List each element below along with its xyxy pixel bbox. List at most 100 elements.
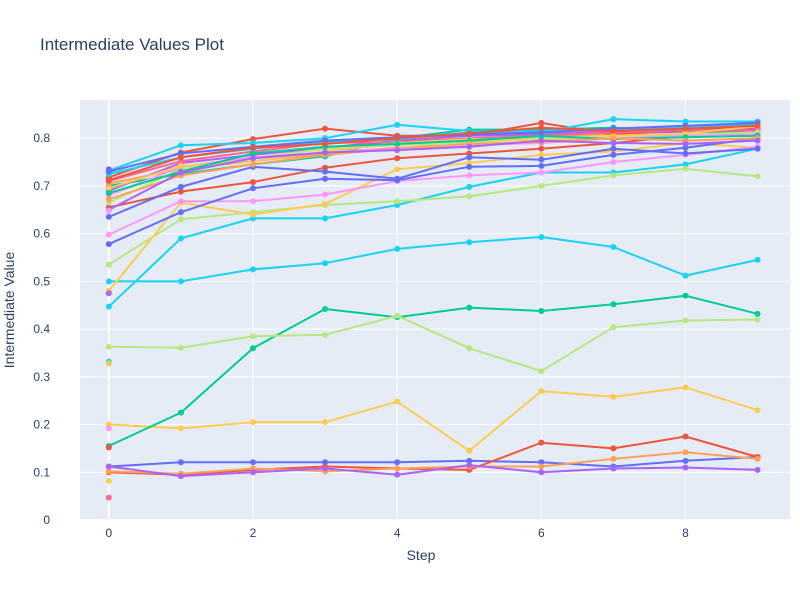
data-point [682,118,689,125]
series-line [108,134,758,195]
single-point [105,494,112,501]
y-tick-label: 0.7 [33,179,50,193]
data-point [754,310,761,317]
data-point [466,154,473,161]
data-point [538,151,545,158]
data-point [105,278,112,285]
data-point [754,137,761,144]
data-point [322,140,329,147]
series-line [108,294,758,447]
data-point [466,447,473,454]
series-line [108,451,758,475]
y-tick-label: 0.5 [33,274,50,288]
data-point [610,139,617,146]
data-point [682,140,689,147]
data-point [394,471,401,478]
series-line [108,147,758,308]
data-point [610,465,617,472]
data-point [105,261,112,268]
data-point [394,465,401,472]
single-point [105,477,112,484]
data-point [538,145,545,152]
data-point [538,124,545,131]
data-point [754,256,761,263]
data-point [538,439,545,446]
data-point [249,155,256,162]
single-point [105,207,112,214]
data-point [682,384,689,391]
data-point [538,156,545,163]
data-point [177,278,184,285]
data-point [249,185,256,192]
data-point [177,198,184,205]
y-tick-label: 0.2 [33,418,50,432]
data-point [322,419,329,426]
series-5 [105,292,761,450]
data-point [682,449,689,456]
data-point [249,144,256,151]
data-point [466,172,473,179]
data-point [394,166,401,173]
data-point [177,183,184,190]
data-point [610,128,617,135]
series-layer [105,116,761,480]
single-point [105,166,112,173]
y-axis-title: Intermediate Value [1,252,17,369]
data-point [105,343,112,350]
data-point [105,196,112,203]
data-point [177,235,184,242]
data-point [682,292,689,299]
data-point [394,135,401,142]
data-point [466,304,473,311]
data-point [466,130,473,137]
data-point [322,465,329,472]
data-point [394,198,401,205]
single-point [105,360,112,367]
data-point [538,182,545,189]
data-point [394,147,401,154]
data-point [322,191,329,198]
data-point [682,165,689,172]
data-point [682,464,689,471]
data-point [538,233,545,240]
x-tick-label: 6 [538,526,545,540]
data-point [682,150,689,157]
series-0 [105,454,761,470]
data-point [322,125,329,132]
data-point [754,455,761,462]
data-point [754,122,761,129]
data-point [105,241,112,248]
data-point [610,301,617,308]
data-point [466,163,473,170]
series-14 [105,145,761,220]
data-point [177,409,184,416]
data-point [610,159,617,166]
data-point [322,201,329,208]
data-point [177,344,184,351]
data-point [177,142,184,149]
data-point [394,121,401,128]
series-7 [105,233,761,285]
data-point [105,303,112,310]
series-line [108,137,758,201]
data-point [177,473,184,480]
data-point [466,143,473,150]
x-axis-title: Step [407,547,436,563]
data-point [249,198,256,205]
data-point [466,193,473,200]
data-point [105,468,112,475]
data-point [322,306,329,313]
series-line [108,456,758,468]
data-point [610,324,617,331]
series-3 [105,462,761,480]
data-point [754,145,761,152]
x-tick-label: 4 [394,526,401,540]
series-4 [105,384,761,454]
data-point [610,455,617,462]
x-tick-label: 8 [682,526,689,540]
data-point [610,135,617,142]
data-point [105,185,112,192]
data-point [538,129,545,136]
data-point [177,216,184,223]
